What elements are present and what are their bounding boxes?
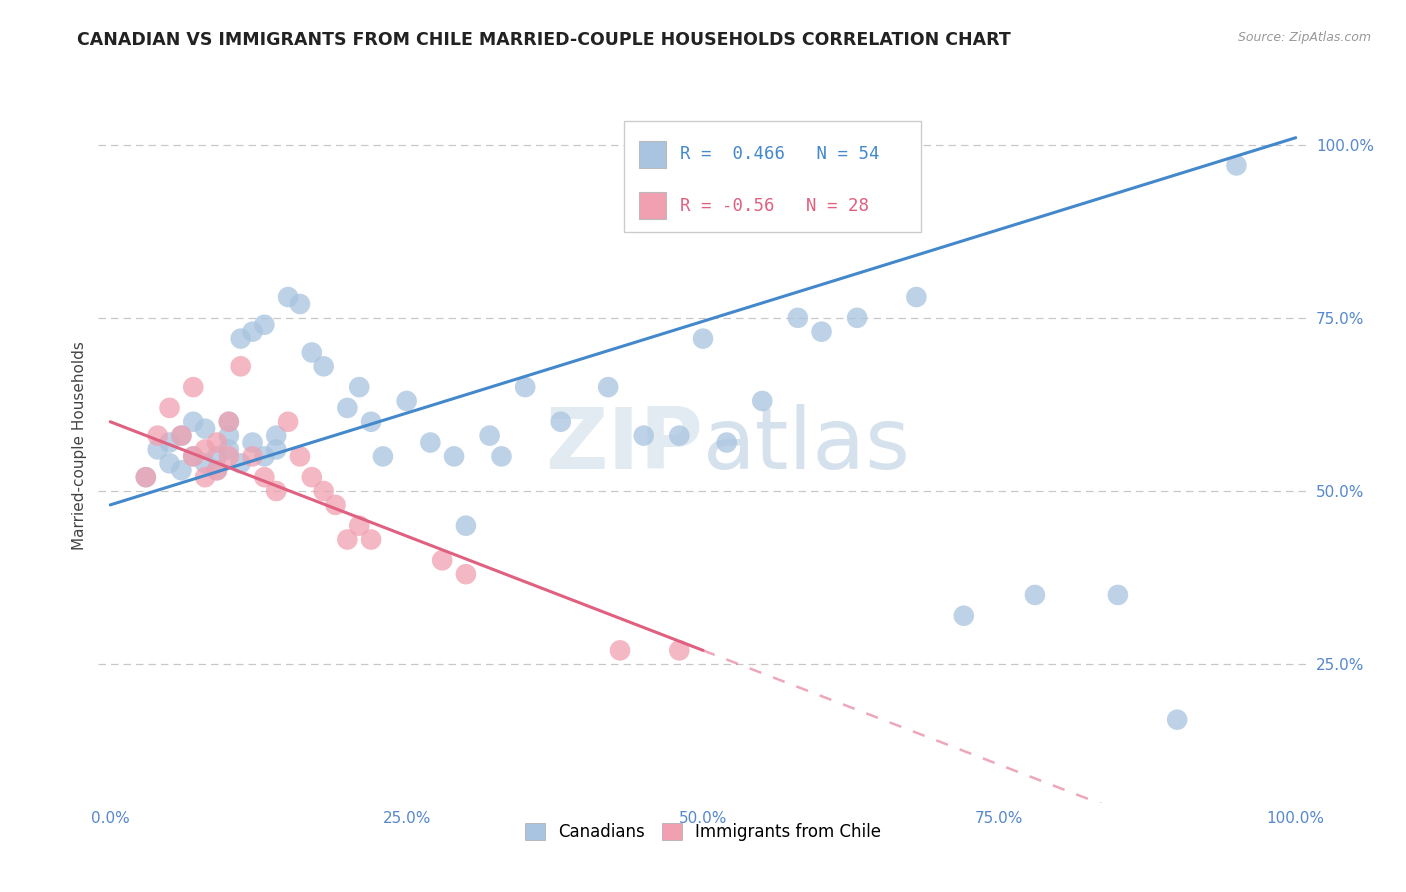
Point (609, 643, 631, 657)
Point (194, 456, 217, 470)
Text: R =  0.466   N = 54: R = 0.466 N = 54 (681, 145, 880, 163)
Point (205, 463, 228, 477)
Bar (638, 141, 665, 168)
Point (218, 415, 240, 429)
Point (253, 318, 276, 332)
Point (277, 290, 299, 304)
Point (159, 456, 181, 470)
Point (1024, 588, 1046, 602)
Point (395, 394, 418, 409)
Point (347, 518, 370, 533)
Point (242, 450, 264, 464)
Point (786, 310, 808, 325)
Point (170, 463, 193, 477)
Point (668, 428, 690, 442)
Point (598, 380, 620, 394)
Point (1166, 713, 1188, 727)
Point (301, 470, 323, 484)
Point (218, 442, 240, 457)
Point (336, 401, 359, 415)
Point (633, 428, 655, 442)
Text: ZIP: ZIP (546, 404, 703, 488)
Point (159, 401, 181, 415)
Point (846, 310, 869, 325)
Point (135, 470, 157, 484)
Point (550, 415, 572, 429)
Point (419, 435, 441, 450)
Point (194, 422, 217, 436)
Text: Source: ZipAtlas.com: Source: ZipAtlas.com (1237, 31, 1371, 45)
Point (360, 415, 382, 429)
Point (336, 533, 359, 547)
Point (301, 345, 323, 359)
Point (218, 415, 240, 429)
Point (325, 498, 347, 512)
Point (692, 332, 714, 346)
Point (432, 553, 454, 567)
Point (205, 463, 228, 477)
Legend: Canadians, Immigrants from Chile: Canadians, Immigrants from Chile (519, 816, 887, 848)
Point (668, 643, 690, 657)
Point (181, 450, 204, 464)
Point (454, 518, 477, 533)
FancyBboxPatch shape (624, 121, 921, 232)
Point (288, 450, 311, 464)
Point (229, 332, 252, 346)
Bar (638, 192, 665, 219)
Point (905, 290, 928, 304)
Text: CANADIAN VS IMMIGRANTS FROM CHILE MARRIED-COUPLE HOUSEHOLDS CORRELATION CHART: CANADIAN VS IMMIGRANTS FROM CHILE MARRIE… (77, 31, 1011, 49)
Text: atlas: atlas (703, 404, 911, 488)
Point (515, 380, 537, 394)
Point (360, 533, 382, 547)
Point (347, 380, 370, 394)
Point (242, 435, 264, 450)
Point (253, 450, 276, 464)
Point (952, 608, 974, 623)
Point (135, 470, 157, 484)
Point (751, 394, 773, 409)
Point (194, 470, 217, 484)
Point (264, 428, 287, 442)
Point (146, 442, 169, 457)
Point (181, 380, 204, 394)
Point (159, 435, 181, 450)
Point (218, 450, 240, 464)
Point (218, 428, 240, 442)
Point (194, 442, 217, 457)
Point (264, 442, 287, 457)
Point (253, 470, 276, 484)
Point (478, 428, 501, 442)
Point (277, 415, 299, 429)
Text: R = -0.56   N = 28: R = -0.56 N = 28 (681, 196, 869, 214)
Point (229, 359, 252, 374)
Point (205, 435, 228, 450)
Point (146, 428, 169, 442)
Point (181, 450, 204, 464)
Point (288, 297, 311, 311)
Point (1225, 158, 1247, 172)
Point (810, 325, 832, 339)
Y-axis label: Married-couple Households: Married-couple Households (72, 342, 87, 550)
Point (242, 325, 264, 339)
Point (181, 415, 204, 429)
Point (229, 456, 252, 470)
Point (205, 450, 228, 464)
Point (454, 567, 477, 582)
Point (443, 450, 465, 464)
Point (716, 435, 738, 450)
Point (371, 450, 394, 464)
Point (170, 428, 193, 442)
Point (170, 428, 193, 442)
Point (312, 483, 335, 498)
Point (312, 359, 335, 374)
Point (491, 450, 513, 464)
Point (264, 483, 287, 498)
Point (1107, 588, 1129, 602)
